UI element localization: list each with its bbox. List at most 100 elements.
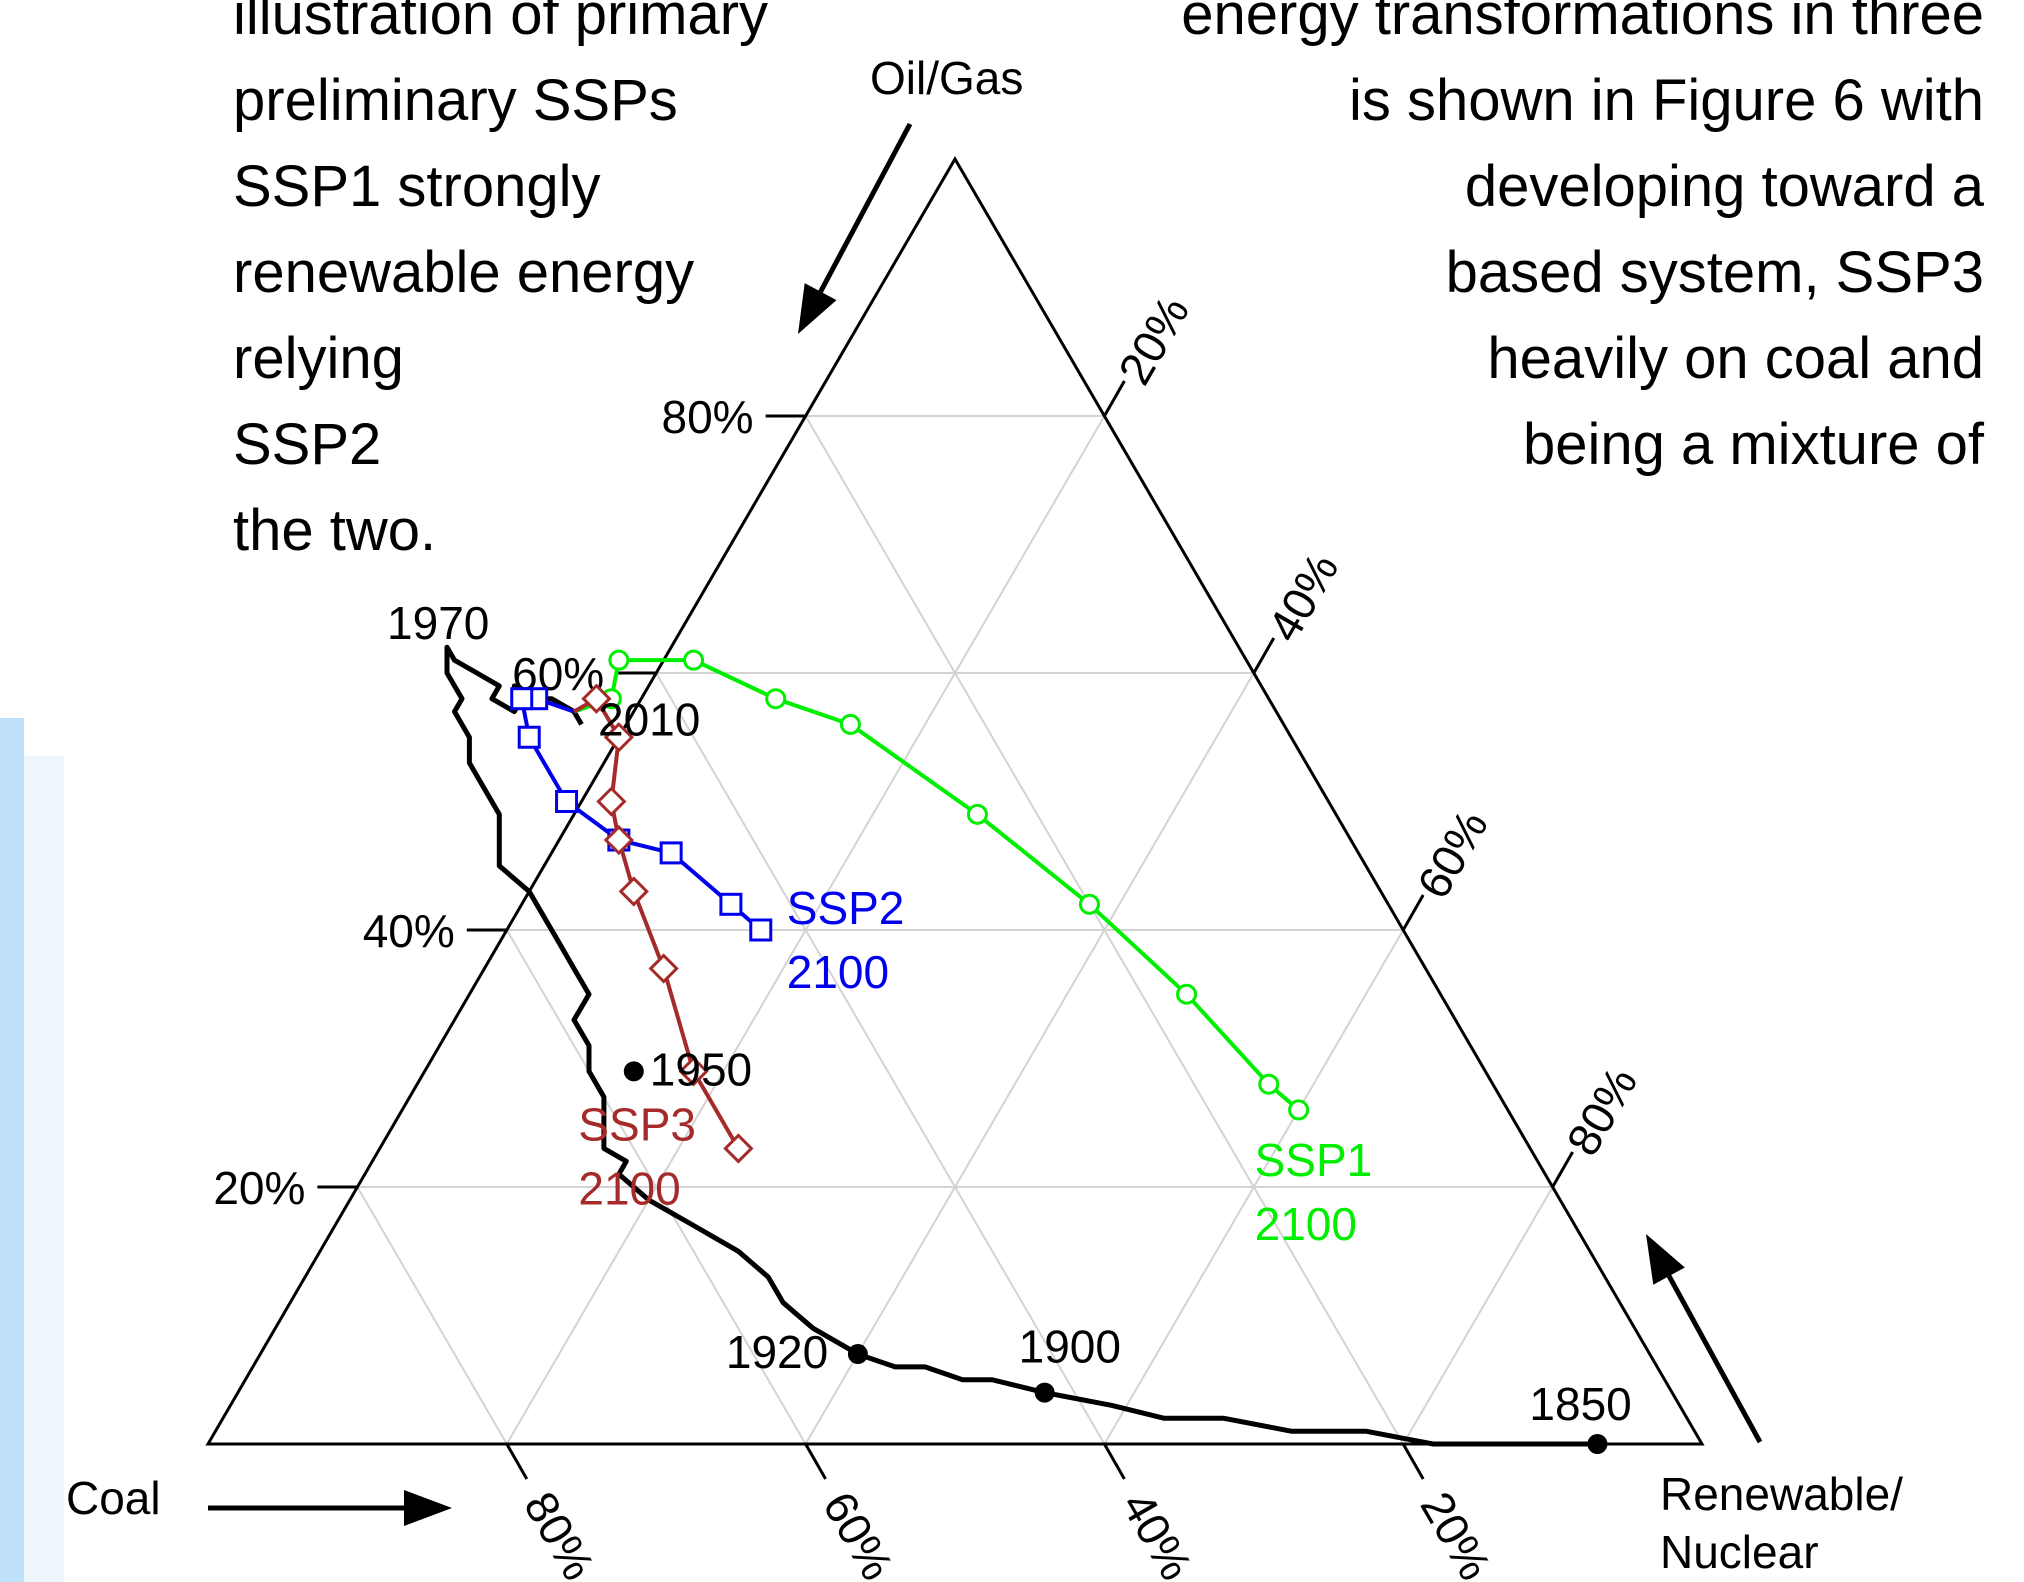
axis-label-oil-gas: Oil/Gas (870, 52, 1023, 104)
tick-coal-2 (804, 1443, 827, 1480)
paragraph-right-line-3: developing toward a (1464, 154, 1984, 219)
label-layer: 1850 1900 1920 1950 1970 2010 SSP1 2100 SSP2 2100… (387, 597, 1632, 1430)
tick-label-coal-4: 20% (1411, 1483, 1502, 1582)
arrow-renewable-shaft (1666, 1274, 1763, 1444)
paragraph-left-line-4: renewable energy (233, 240, 695, 305)
tick-coal-3 (1103, 1443, 1126, 1480)
year-label-2010: 2010 (598, 694, 700, 746)
tick-renewable-1 (1103, 380, 1126, 417)
year-label-1920: 1920 (726, 1326, 828, 1378)
ssp1-marker-2 (608, 649, 630, 671)
tick-renewable-2 (1252, 637, 1276, 674)
paragraph-left: illustration of primary preliminary SSPs S… (233, 0, 768, 574)
paragraph-right-line-6: being a mixture of (1522, 412, 1984, 477)
ssp1-marker-5 (839, 713, 861, 735)
ssp1-marker-9 (1258, 1073, 1280, 1095)
year-label-1900: 1900 (1019, 1321, 1121, 1373)
ssp3-name-label: SSP3 (578, 1098, 696, 1150)
paragraph-left-line-3: SSP1 strongly (233, 154, 601, 219)
ssp1-marker-3 (683, 649, 705, 671)
tick-coal-1 (505, 1443, 529, 1480)
paragraph-right-line-2: is shown in Figure 6 with (1348, 68, 1984, 133)
series-layer (444, 644, 1608, 1454)
arrow-renewable-head (1646, 1234, 1685, 1285)
paragraph-left-line-7: the two. (233, 498, 437, 563)
year-dot-1900 (1034, 1382, 1055, 1403)
ssp3-marker-4 (603, 824, 634, 856)
axis-label-renewable-2: Nuclear (1660, 1526, 1819, 1578)
year-dot-1950 (623, 1061, 644, 1082)
ssp3-year-label: 2100 (578, 1162, 680, 1214)
ssp3-marker-2 (603, 722, 634, 753)
ssp3-marker-8 (723, 1133, 754, 1164)
ssp2-marker-4 (555, 790, 579, 813)
paragraph-left-line-5: relying (233, 326, 404, 391)
year-label-1850: 1850 (1529, 1378, 1631, 1430)
arrow-oil-gas-shaft (818, 122, 913, 293)
tick-label-renewable-3: 60% (1407, 801, 1498, 907)
ssp2-marker-7 (719, 892, 743, 916)
ssp1-marker-10 (1288, 1099, 1310, 1121)
paragraph-right: energy transformations in three is shown … (1181, 0, 1984, 488)
ssp3-marker-1 (581, 683, 612, 714)
ssp2-name-label: SSP2 (787, 882, 905, 934)
arrow-oil-gas-head (798, 283, 837, 334)
axis-arrows (208, 122, 1763, 1526)
tick-label-renewable-2: 40% (1257, 544, 1348, 650)
grid-line-renewable-3 (1103, 929, 1405, 1445)
paragraph-right-line-5: heavily on coal and (1487, 326, 1984, 391)
ssp1-marker-4 (765, 688, 787, 710)
grid-lines (356, 415, 1554, 1445)
tick-renewable-3 (1401, 894, 1425, 931)
ssp2-marker-6 (659, 841, 683, 865)
ssp1-year-label: 2100 (1255, 1198, 1357, 1250)
historical-line (444, 644, 1598, 1447)
grid-line-coal-2 (655, 672, 1106, 1445)
triangle-frame (205, 156, 1705, 1446)
ssp2-marker-2 (510, 687, 534, 711)
ssp1-marker-6 (966, 803, 988, 825)
ssp2-marker-8 (749, 918, 773, 942)
tick-label-renewable-1: 20% (1108, 287, 1199, 393)
grid-line-coal-4 (356, 1186, 508, 1445)
tick-label-oil-1: 20% (213, 1162, 305, 1214)
paragraph-left-line-2: preliminary SSPs (233, 68, 678, 133)
arrow-coal-head (404, 1490, 452, 1526)
axis-label-coal: Coal (66, 1472, 161, 1524)
year-label-1950: 1950 (650, 1043, 752, 1095)
year-label-1970: 1970 (387, 597, 489, 649)
triangle-outline (205, 156, 1705, 1446)
paragraph-left-line-1: illustration of primary (233, 0, 769, 47)
ssp2-marker-3 (517, 725, 541, 749)
axis-label-renewable-1: Renewable/ (1660, 1468, 1903, 1520)
tick-label-coal-3: 40% (1112, 1483, 1203, 1582)
arrow-renewable (1646, 1234, 1763, 1444)
tick-label-oil-2: 40% (363, 905, 455, 957)
year-dot-1850 (1587, 1434, 1608, 1454)
paragraph-right-line-4: based system, SSP3 (1445, 240, 1984, 305)
paragraph-right-line-1: energy transformations in three (1181, 0, 1984, 47)
grid-line-coal-3 (505, 929, 807, 1445)
arrow-coal (208, 1490, 452, 1526)
tick-label-renewable-4: 80% (1556, 1058, 1647, 1164)
ssp3-marker-6 (648, 953, 679, 984)
ssp3-marker-5 (618, 876, 649, 907)
side-panel-strip-light (24, 756, 64, 1582)
ssp1-marker-7 (1078, 893, 1100, 915)
ssp1-marker-8 (1176, 983, 1198, 1005)
grid-line-renewable-2 (804, 672, 1255, 1445)
ssp1-name-label: SSP1 (1255, 1134, 1373, 1186)
side-panel-strip (0, 718, 24, 1582)
paragraph-left-line-6: SSP2 (233, 412, 382, 477)
tick-label-coal-2: 60% (813, 1483, 904, 1582)
ssp3-marker-3 (596, 786, 627, 817)
year-dot-1920 (847, 1344, 868, 1365)
tick-label-coal-1: 80% (514, 1483, 605, 1582)
arrow-oil-gas (798, 122, 913, 334)
ssp3-marker-7 (678, 1056, 709, 1087)
grid-line-renewable-4 (1402, 1186, 1554, 1445)
tick-label-oil-4: 80% (662, 391, 754, 443)
ssp2-year-label: 2100 (787, 946, 889, 998)
tick-renewable-4 (1551, 1151, 1574, 1188)
